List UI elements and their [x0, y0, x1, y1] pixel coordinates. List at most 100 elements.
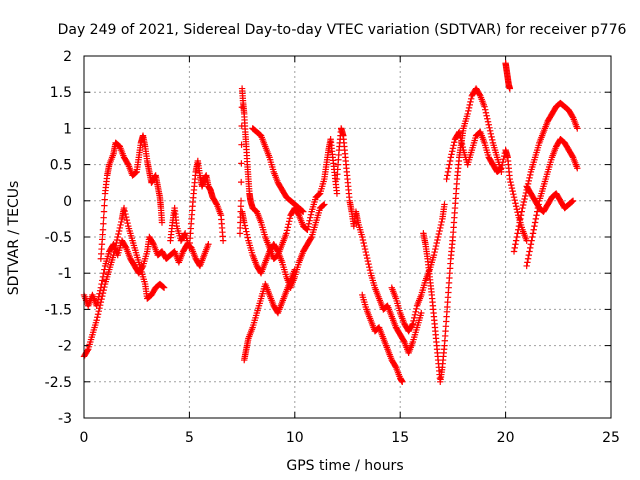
data-point	[517, 215, 524, 223]
data-point	[94, 311, 102, 318]
data-point	[100, 286, 107, 294]
data-point	[242, 225, 249, 232]
data-point	[238, 160, 245, 167]
data-point	[509, 187, 516, 195]
data-point	[514, 230, 521, 237]
data-point	[465, 104, 473, 112]
data-point	[291, 266, 298, 273]
data-point	[432, 245, 439, 253]
data-point	[97, 298, 105, 306]
data-point	[482, 109, 490, 116]
data-point	[132, 169, 139, 177]
data-point	[409, 320, 417, 328]
data-point	[506, 85, 514, 92]
data-point	[124, 160, 131, 167]
data-point	[115, 230, 122, 238]
y-tick-label: 1	[63, 121, 72, 137]
data-point	[181, 231, 188, 238]
data-point	[464, 110, 471, 118]
data-point	[531, 219, 539, 226]
data-point	[569, 198, 576, 205]
data-point	[441, 201, 448, 208]
data-point	[574, 125, 581, 132]
data-point	[410, 317, 417, 325]
data-point	[101, 202, 108, 209]
data-point	[438, 218, 445, 226]
data-point	[219, 237, 227, 244]
data-point	[122, 210, 129, 218]
data-point	[497, 165, 504, 173]
data-point	[465, 107, 472, 115]
series-track-o	[510, 99, 581, 255]
data-point	[498, 165, 505, 172]
data-point	[158, 219, 166, 226]
series-track-i	[333, 125, 425, 357]
chart-title: Day 249 of 2021, Sidereal Day-to-day VTE…	[58, 22, 627, 38]
data-point	[286, 215, 294, 222]
data-point	[149, 239, 157, 247]
data-point	[413, 305, 420, 312]
data-point	[366, 266, 374, 274]
data-point	[412, 308, 419, 316]
data-point	[116, 224, 124, 232]
data-point	[237, 197, 245, 204]
series-track-p	[523, 136, 581, 270]
data-point	[94, 314, 101, 321]
data-point	[307, 235, 315, 242]
data-point	[111, 245, 119, 253]
data-point	[511, 244, 518, 252]
y-tick-label: -1.5	[45, 302, 72, 318]
data-point	[96, 304, 103, 312]
data-point	[447, 154, 454, 161]
series-track-k	[388, 201, 448, 335]
data-point	[95, 308, 102, 315]
data-point	[100, 208, 108, 215]
data-point	[362, 248, 369, 256]
data-point	[534, 208, 541, 215]
data-point	[481, 103, 488, 110]
data-point	[115, 227, 123, 235]
data-point	[236, 230, 244, 237]
data-point	[132, 169, 140, 176]
data-point	[467, 98, 474, 106]
y-tick-label: -0.5	[45, 230, 72, 246]
data-point	[433, 239, 440, 247]
data-point	[476, 91, 483, 98]
data-point	[411, 311, 419, 319]
data-point	[569, 197, 577, 204]
data-point	[532, 215, 540, 223]
data-point	[482, 106, 489, 113]
data-point	[316, 190, 323, 198]
data-point	[299, 207, 306, 215]
data-point	[574, 165, 581, 172]
data-point	[456, 131, 464, 139]
data-point	[451, 139, 458, 146]
data-point	[101, 283, 108, 291]
data-point	[526, 244, 534, 252]
data-point	[500, 155, 507, 163]
data-point	[99, 289, 107, 297]
data-point	[435, 230, 443, 238]
x-tick-label: 15	[391, 430, 409, 446]
data-point	[524, 259, 531, 266]
data-point	[113, 236, 121, 244]
data-point	[430, 251, 438, 259]
data-point	[284, 224, 291, 231]
data-point	[243, 228, 250, 235]
data-point	[434, 236, 441, 244]
data-point	[122, 243, 129, 250]
data-point	[517, 212, 525, 219]
data-point	[489, 136, 496, 144]
data-point	[205, 241, 212, 248]
data-point	[444, 172, 451, 179]
data-point	[99, 277, 106, 284]
data-point	[243, 231, 251, 238]
data-point	[568, 198, 575, 206]
data-point	[483, 112, 490, 119]
x-tick-label: 20	[497, 430, 515, 446]
data-point	[458, 140, 466, 148]
data-point	[307, 211, 315, 218]
data-point	[443, 175, 450, 183]
data-point	[96, 301, 104, 309]
